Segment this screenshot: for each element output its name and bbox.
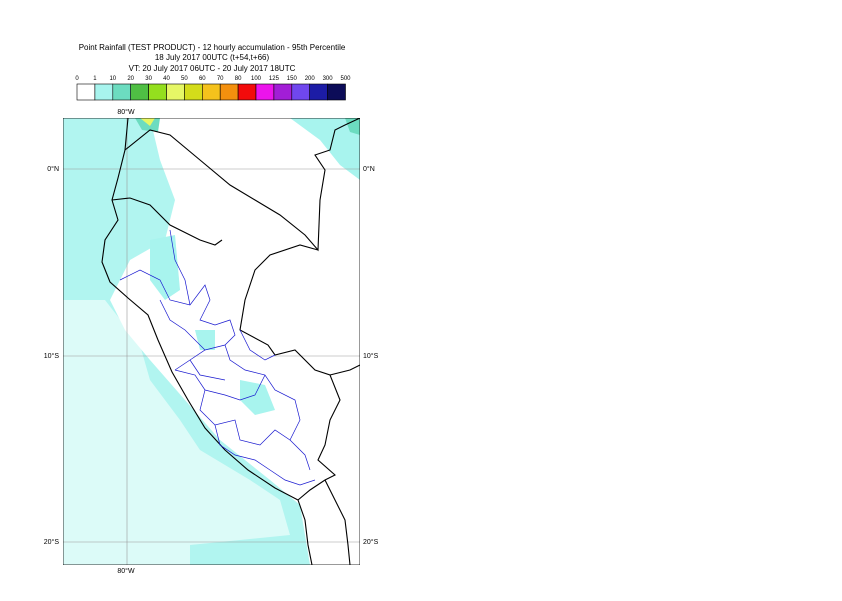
legend-label: 20 [127, 76, 134, 82]
legend-swatch [327, 83, 346, 101]
lat-label: 0°N [363, 165, 375, 173]
legend-swatch [148, 83, 167, 101]
legend-label: 10 [109, 76, 116, 82]
legend-label: 40 [163, 76, 170, 82]
legend-swatch [202, 83, 221, 101]
legend-swatch [309, 83, 328, 101]
legend-swatch [76, 83, 96, 101]
legend-label: 150 [287, 76, 298, 82]
legend-swatch [273, 83, 293, 101]
lon-label: 80°W [117, 567, 135, 575]
map [63, 118, 360, 565]
legend-swatch [291, 83, 310, 101]
legend-swatch [255, 83, 275, 101]
subtitle: VT: 20 July 2017 06UTC - 20 July 2017 18… [129, 64, 296, 73]
legend-label: 0 [75, 76, 79, 82]
lat-label: 10°S [363, 352, 379, 360]
coastline [101, 118, 360, 565]
region-borders [119, 229, 316, 486]
legend-swatch [94, 83, 114, 101]
legend-label: 300 [323, 76, 334, 82]
legend-label: 100 [251, 76, 262, 82]
legend-label: 80 [235, 76, 242, 82]
title: Point Rainfall (TEST PRODUCT) - 12 hourl… [79, 43, 346, 52]
lat-label: 20°S [363, 538, 379, 546]
lon-label: 80°W [117, 108, 135, 116]
legend-swatch [166, 83, 185, 101]
rain-area [135, 118, 160, 132]
legend-label: 50 [181, 76, 188, 82]
legend-label: 30 [145, 76, 152, 82]
legend-swatch [219, 83, 239, 101]
legend-swatch [112, 83, 132, 101]
legend-label: 1 [93, 76, 97, 82]
legend-label: 125 [269, 76, 280, 82]
lat-label: 0°N [47, 165, 59, 173]
legend-label: 70 [217, 76, 224, 82]
legend-swatch [237, 83, 257, 101]
legend-swatch [130, 83, 149, 101]
rain-area [140, 118, 155, 126]
lat-label: 20°S [44, 538, 60, 546]
legend-label: 200 [305, 76, 316, 82]
legend-label: 500 [340, 76, 351, 82]
subtitle: 18 July 2017 00UTC (t+54,t+66) [155, 53, 270, 62]
legend: 0 1 10 20 30 40 50 60 70 80 100 125 150 200 300 500 [75, 76, 351, 101]
rain-area [345, 118, 360, 135]
legend-label: 60 [199, 76, 206, 82]
legend-swatch [184, 83, 203, 101]
lat-label: 10°S [44, 352, 60, 360]
